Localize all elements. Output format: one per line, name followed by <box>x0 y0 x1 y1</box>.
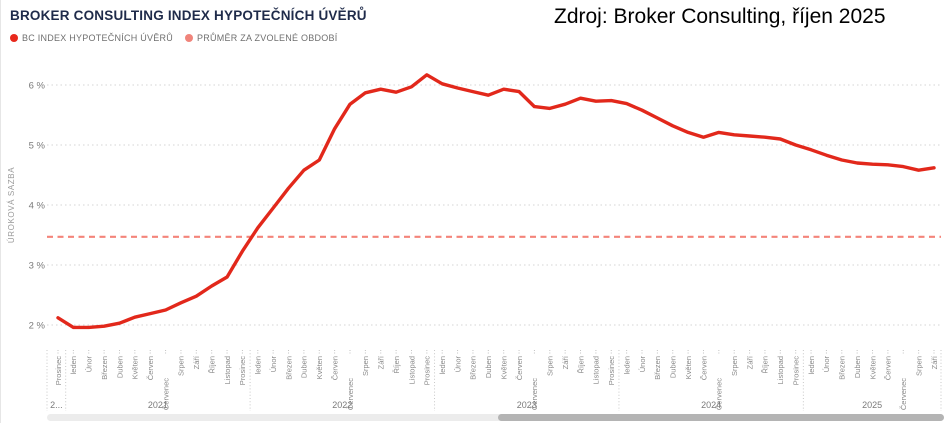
x-tick-label: leden <box>69 356 78 374</box>
y-tick-label: 2 % <box>29 321 46 332</box>
x-tick-label: Srpen <box>177 356 186 376</box>
x-tick-label: Duben <box>484 356 493 378</box>
x-tick-label: Únor <box>822 356 831 373</box>
y-tick-label: 6 % <box>29 81 46 92</box>
year-label: 2021 <box>148 400 168 410</box>
x-tick-label: leden <box>438 356 447 374</box>
x-tick-label: Prosinec <box>791 356 800 385</box>
y-axis-title: ÚROKOVÁ SAZBA <box>7 167 16 243</box>
x-tick-label: Březen <box>653 356 662 380</box>
x-tick-label: Červenec <box>530 378 539 410</box>
x-tick-label: Duben <box>853 356 862 378</box>
x-tick-label: leden <box>254 356 263 374</box>
year-label: 2... <box>50 400 63 410</box>
x-tick-label: Březen <box>469 356 478 380</box>
chart-legend: BC INDEX HYPOTEČNÍCH ÚVĚRŮ PRŮMĚR ZA ZVO… <box>10 33 338 43</box>
x-tick-label: Únor <box>85 356 94 373</box>
x-tick-label: Říjen <box>576 356 585 374</box>
x-tick-label: Září <box>745 355 754 369</box>
x-tick-label: Září <box>377 355 386 369</box>
x-tick-label: Říjen <box>392 356 401 374</box>
chart-scrollbar-thumb[interactable] <box>498 414 944 421</box>
x-tick-label: Srpen <box>546 356 555 376</box>
x-tick-label: Listopad <box>592 356 601 384</box>
x-tick-label: Květen <box>499 356 508 379</box>
x-tick-label: leden <box>807 356 816 374</box>
x-tick-label: Červen <box>515 356 524 380</box>
x-tick-label: Červen <box>330 356 339 380</box>
legend-item-average[interactable]: PRŮMĚR ZA ZVOLENÉ OBDOBÍ <box>185 33 338 43</box>
x-tick-label: Listopad <box>223 356 232 384</box>
x-tick-label: Červen <box>146 356 155 380</box>
x-tick-label: Červenec <box>161 378 170 410</box>
y-tick-label: 5 % <box>29 141 46 152</box>
x-tick-label: Březen <box>284 356 293 380</box>
series-color-dot <box>185 34 194 42</box>
x-tick-label: Únor <box>453 356 462 373</box>
bc-index-line[interactable] <box>56 73 936 330</box>
x-tick-label: Prosinec <box>607 356 616 385</box>
source-note: Zdroj: Broker Consulting, říjen 2025 <box>554 5 886 28</box>
x-tick-label: Březen <box>100 356 109 380</box>
x-tick-label: Listopad <box>407 356 416 384</box>
year-label: 2022 <box>332 400 352 410</box>
x-tick-label: Únor <box>638 356 647 373</box>
x-tick-label: Srpen <box>914 356 923 376</box>
x-tick-label: Prosinec <box>423 356 432 385</box>
x-tick-label: Květen <box>131 356 140 379</box>
x-tick-label: Srpen <box>361 356 370 376</box>
x-tick-label: Duben <box>115 356 124 378</box>
x-tick-label: Duben <box>669 356 678 378</box>
x-tick-label: Duben <box>300 356 309 378</box>
year-label: 2025 <box>862 400 882 410</box>
chart-scrollbar-track[interactable] <box>47 414 944 421</box>
x-tick-label: Červenec <box>899 378 908 410</box>
x-tick-label: Říjen <box>761 356 770 374</box>
x-tick-label: Srpen <box>730 356 739 376</box>
x-tick-label: Září <box>561 355 570 369</box>
x-tick-label: Listopad <box>776 356 785 384</box>
x-tick-label: leden <box>622 356 631 374</box>
y-tick-label: 4 % <box>29 201 46 212</box>
x-tick-label: Září <box>192 355 201 369</box>
x-tick-label: Červen <box>884 356 893 380</box>
x-tick-label: Červen <box>699 356 708 380</box>
x-tick-label: Květen <box>315 356 324 379</box>
chart-title: BROKER CONSULTING INDEX HYPOTEČNÍCH ÚVĚR… <box>10 8 367 23</box>
x-tick-label: Březen <box>838 356 847 380</box>
legend-item-label: BC INDEX HYPOTEČNÍCH ÚVĚRŮ <box>22 33 174 43</box>
y-tick-label: 3 % <box>29 261 46 272</box>
year-label: 2024 <box>701 400 721 410</box>
x-tick-label: Prosinec <box>238 356 247 385</box>
x-tick-label: Květen <box>868 356 877 379</box>
legend-item-label: PRŮMĚR ZA ZVOLENÉ OBDOBÍ <box>197 33 338 43</box>
x-tick-label: Únor <box>269 356 278 373</box>
x-tick-label: Červenec <box>346 378 355 410</box>
series-color-dot <box>10 34 18 42</box>
x-tick-label: Říjen <box>207 356 216 374</box>
year-label: 2023 <box>517 400 537 410</box>
x-tick-label: Září <box>930 355 939 369</box>
x-tick-label: Květen <box>684 356 693 379</box>
x-tick-label: Červenec <box>715 378 724 410</box>
x-tick-label: Prosinec <box>54 356 63 385</box>
legend-item-bc-index[interactable]: BC INDEX HYPOTEČNÍCH ÚVĚRŮ <box>10 33 173 43</box>
